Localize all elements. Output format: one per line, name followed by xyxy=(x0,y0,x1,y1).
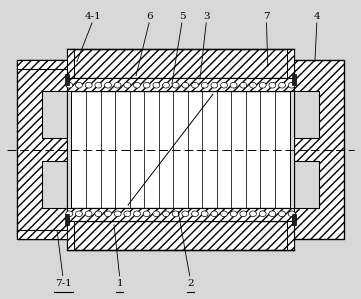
Circle shape xyxy=(279,211,286,216)
Circle shape xyxy=(95,211,102,216)
Circle shape xyxy=(105,211,112,216)
Circle shape xyxy=(240,83,247,88)
Circle shape xyxy=(288,211,295,216)
Circle shape xyxy=(153,83,160,88)
Circle shape xyxy=(85,83,92,88)
Bar xyxy=(292,214,296,225)
Text: 4: 4 xyxy=(314,12,320,21)
Bar xyxy=(67,91,71,208)
Circle shape xyxy=(182,211,189,216)
Circle shape xyxy=(143,83,150,88)
Bar xyxy=(290,60,344,239)
Circle shape xyxy=(105,83,112,88)
Circle shape xyxy=(143,211,150,216)
Bar xyxy=(287,49,294,78)
Bar xyxy=(65,74,69,85)
Circle shape xyxy=(66,211,73,216)
Bar xyxy=(65,214,69,225)
Circle shape xyxy=(240,211,247,216)
Circle shape xyxy=(192,83,199,88)
Circle shape xyxy=(66,83,73,88)
Circle shape xyxy=(192,211,199,216)
Circle shape xyxy=(124,83,131,88)
Circle shape xyxy=(221,83,227,88)
Circle shape xyxy=(134,211,140,216)
Bar xyxy=(67,78,294,91)
Bar xyxy=(67,221,74,250)
Circle shape xyxy=(259,83,266,88)
Circle shape xyxy=(201,211,208,216)
Bar xyxy=(17,60,71,239)
Text: 7: 7 xyxy=(263,12,270,21)
Circle shape xyxy=(249,211,256,216)
Circle shape xyxy=(114,83,121,88)
Text: 5: 5 xyxy=(179,12,186,21)
Circle shape xyxy=(269,211,276,216)
Circle shape xyxy=(259,211,266,216)
Circle shape xyxy=(172,83,179,88)
Circle shape xyxy=(75,83,82,88)
Circle shape xyxy=(114,211,121,216)
Circle shape xyxy=(153,211,160,216)
Bar xyxy=(17,60,71,69)
Circle shape xyxy=(85,211,92,216)
Circle shape xyxy=(269,83,276,88)
Bar xyxy=(42,161,70,208)
Text: 4-1: 4-1 xyxy=(85,12,101,21)
Text: 3: 3 xyxy=(203,12,210,21)
Bar xyxy=(287,221,294,250)
Circle shape xyxy=(95,83,102,88)
Circle shape xyxy=(162,211,169,216)
Bar xyxy=(67,49,294,78)
Circle shape xyxy=(279,83,286,88)
Bar xyxy=(67,91,294,208)
Circle shape xyxy=(249,83,256,88)
Bar xyxy=(292,74,296,85)
Bar xyxy=(67,221,294,250)
Circle shape xyxy=(230,211,237,216)
Bar xyxy=(67,208,294,221)
Circle shape xyxy=(162,83,169,88)
Circle shape xyxy=(230,83,237,88)
Text: 2: 2 xyxy=(187,279,193,288)
Bar xyxy=(291,91,319,138)
Bar xyxy=(291,161,319,208)
Circle shape xyxy=(221,211,227,216)
Text: 1: 1 xyxy=(117,279,123,288)
Circle shape xyxy=(134,83,140,88)
Bar xyxy=(17,230,71,239)
Bar xyxy=(290,91,294,208)
Circle shape xyxy=(288,83,295,88)
Circle shape xyxy=(211,83,218,88)
Text: 7-1: 7-1 xyxy=(55,279,71,288)
Circle shape xyxy=(201,83,208,88)
Bar xyxy=(67,49,74,78)
Circle shape xyxy=(182,83,189,88)
Bar xyxy=(42,91,70,138)
Text: 6: 6 xyxy=(147,12,153,21)
Circle shape xyxy=(124,211,131,216)
Circle shape xyxy=(75,211,82,216)
Circle shape xyxy=(172,211,179,216)
Circle shape xyxy=(211,211,218,216)
